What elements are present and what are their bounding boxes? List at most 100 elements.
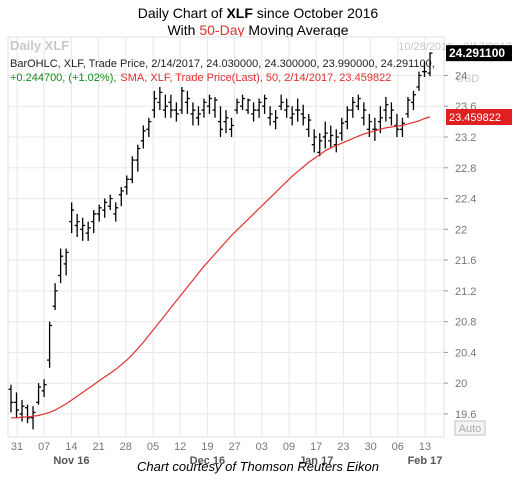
x-tick-label: 27 [228, 441, 240, 453]
x-tick-label: 07 [38, 441, 50, 453]
plot-area [7, 36, 445, 438]
ohlc-bar [355, 94, 361, 111]
ohlc-bar [361, 102, 367, 126]
ohlc-bar [344, 106, 350, 130]
ohlc-bar [295, 98, 301, 122]
ohlc-bar [184, 90, 190, 114]
ohlc-bar [74, 213, 80, 237]
ohlc-bar [80, 217, 86, 241]
info-change: +0.244700, (+1.02%), [10, 72, 116, 84]
watermark-label: Daily XLF [10, 38, 69, 53]
y-tick-label: 21.2 [455, 286, 476, 298]
chart-title-line2: With 50-Day Moving Average [0, 21, 516, 39]
grid-lines [8, 37, 444, 437]
ohlc-bar [256, 98, 262, 118]
ohlc-bar [69, 202, 75, 234]
ohlc-bar [140, 125, 146, 149]
usd-label: USD [456, 73, 479, 85]
ohlc-bar [311, 129, 317, 153]
ohlc-bars [8, 52, 433, 430]
x-tick-label: 09 [283, 441, 295, 453]
y-tick-label: 24 [455, 70, 467, 82]
title2-suffix: Moving Average [244, 22, 349, 38]
ohlc-bar [317, 133, 323, 157]
ohlc-bar [85, 221, 91, 241]
ohlc-bar [52, 283, 58, 311]
x-tick-label: 28 [120, 441, 132, 453]
ohlc-bar [124, 175, 130, 195]
ohlc-bar [366, 113, 372, 137]
title2-prefix: With [167, 22, 200, 38]
ohlc-bar [212, 97, 218, 118]
ohlc-bar [179, 87, 185, 114]
y-tick-label: 20.4 [455, 347, 476, 359]
title-ticker: XLF [226, 5, 253, 21]
ohlc-bar [91, 210, 97, 234]
ohlc-bar [195, 106, 201, 126]
ohlc-bar [229, 117, 235, 137]
y-tick-label: 20 [455, 378, 467, 390]
info-line-1: BarOHLC, XLF, Trade Price, 2/14/2017, 24… [10, 58, 435, 70]
ohlc-bar [328, 125, 334, 149]
sma-price-label: 23.459822 [449, 112, 501, 124]
x-tick-label: 23 [337, 441, 349, 453]
ohlc-bar [25, 404, 31, 424]
ohlc-bar [427, 52, 433, 77]
info-sma: SMA, XLF, Trade Price(Last), 50, 2/14/20… [120, 72, 391, 84]
ohlc-bar [416, 71, 422, 91]
info-line-2: +0.244700, (+1.02%), SMA, XLF, Trade Pric… [10, 72, 391, 84]
ohlc-bar [421, 61, 427, 77]
x-tick-label: 06 [392, 441, 404, 453]
ohlc-bar [206, 94, 212, 114]
ohlc-bar [41, 379, 47, 397]
auto-button[interactable] [454, 420, 486, 436]
ohlc-bar [262, 94, 268, 114]
ohlc-bar [350, 97, 356, 118]
x-tick-label: 17 [310, 441, 322, 453]
sma-price-tag [446, 109, 512, 125]
x-tick-label: 03 [256, 441, 268, 453]
chart-footer: Chart courtesy of Thomson Reuters Eikon [136, 459, 380, 474]
y-tick-label: 20.8 [455, 317, 476, 329]
y-tick-label: 19.6 [455, 409, 476, 421]
ohlc-bar [47, 321, 53, 368]
y-tick-label: 22.8 [455, 163, 476, 175]
ohlc-bar [162, 94, 168, 118]
ohlc-bar [251, 102, 257, 122]
y-tick-label: 22 [455, 224, 467, 236]
x-tick-label: 14 [65, 441, 77, 453]
title2-highlight: 50-Day [199, 22, 245, 38]
y-tick-label: 23.2 [455, 132, 476, 144]
x-month-label: Nov 16 [53, 455, 89, 467]
x-tick-label: 21 [92, 441, 104, 453]
ohlc-bar [388, 102, 394, 126]
ohlc-bar [19, 400, 25, 422]
ohlc-bar [36, 383, 42, 405]
x-month-label: Dec 16 [190, 455, 225, 467]
x-month-label: Jan 17 [299, 455, 333, 467]
x-axis-ticks: 31 07 14 21 28 05 12 19 27 03 09 17 23 30 06 13 Nov 16 De… [11, 441, 443, 467]
ohlc-bar [394, 113, 400, 137]
ohlc-bar [339, 117, 345, 141]
ohlc-bar [113, 202, 119, 222]
ohlc-bar [306, 113, 312, 137]
ohlc-bar [377, 106, 383, 134]
ohlc-bar [102, 198, 108, 218]
x-tick-label: 31 [11, 441, 23, 453]
ohlc-bar [383, 97, 389, 122]
title-prefix: Daily Chart of [137, 5, 227, 21]
title-suffix: since October 2016 [252, 5, 379, 21]
ohlc-bar [372, 117, 378, 141]
ohlc-bar [129, 156, 135, 184]
ohlc-bar [273, 110, 279, 130]
ohlc-bar [278, 94, 284, 111]
ohlc-bar [322, 121, 328, 149]
ohlc-bar [96, 204, 102, 222]
ohlc-bar [300, 104, 306, 126]
ohlc-bar [146, 117, 152, 137]
x-tick-label: 19 [201, 441, 213, 453]
ohlc-bar [118, 187, 124, 207]
ohlc-bar [151, 90, 157, 118]
ohlc-bar [168, 94, 174, 118]
